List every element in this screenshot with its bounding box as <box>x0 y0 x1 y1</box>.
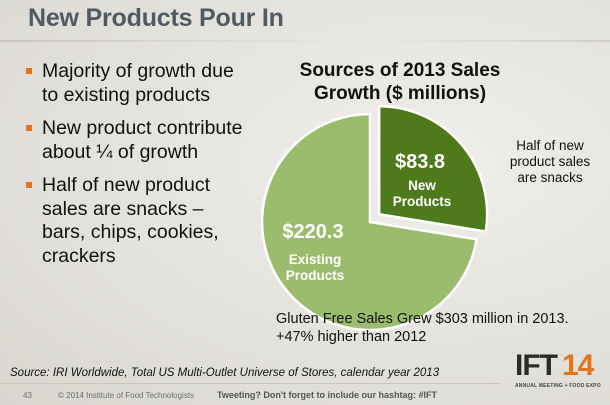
bullet-text: Half of new product sales are snacks – b… <box>42 174 219 267</box>
slice-value-label: $83.8 <box>395 151 445 173</box>
bullet-item: Majority of growth due to existing produ… <box>26 60 251 107</box>
bullet-list: Majority of growth due to existing produ… <box>26 60 251 278</box>
pie-slice-new-products <box>377 104 489 233</box>
callout-text: Half of new product sales are snacks <box>509 138 591 185</box>
slide-title: New Products Pour In <box>28 4 284 32</box>
slide-number: 43 <box>23 391 32 400</box>
source-citation: Source: IRI Worldwide, Total US Multi-Ou… <box>10 367 440 379</box>
bullet-text: New product contribute about ¼ of growth <box>42 117 243 163</box>
bullet-marker-icon <box>26 182 32 188</box>
copyright-text: © 2014 Institute of Food Technologists <box>58 391 195 400</box>
slice-value-label: $220.3 <box>282 221 343 243</box>
hashtag-reminder: Tweeting? Don't forget to include our ha… <box>217 390 437 400</box>
bullet-item: Half of new product sales are snacks – b… <box>26 174 251 268</box>
footer-divider <box>0 383 500 384</box>
slice-name-label: Products <box>286 268 345 283</box>
slice-name-label: Products <box>393 194 452 209</box>
bullet-item: New product contribute about ¼ of growth <box>26 117 251 164</box>
slice-name-label: Existing <box>289 252 342 267</box>
logo-tagline: ANNUAL MEETING + FOOD EXPO <box>515 383 601 389</box>
title-divider <box>0 40 610 42</box>
bullet-text: Majority of growth due to existing produ… <box>42 60 234 106</box>
pie-slice-existing-products <box>260 112 479 332</box>
gluten-free-note: Gluten Free Sales Grew $303 million in 2… <box>276 311 569 345</box>
logo-mark: IFT <box>515 349 558 382</box>
bullet-marker-icon <box>26 125 32 131</box>
bullet-marker-icon <box>26 68 32 74</box>
logo-number: 14 <box>562 349 594 382</box>
slice-name-label: New <box>408 178 436 193</box>
chart-title: Sources of 2013 Sales Growth ($ millions… <box>299 60 501 104</box>
ift-logo: IFT 14 ANNUAL MEETING + FOOD EXPO <box>515 350 605 400</box>
